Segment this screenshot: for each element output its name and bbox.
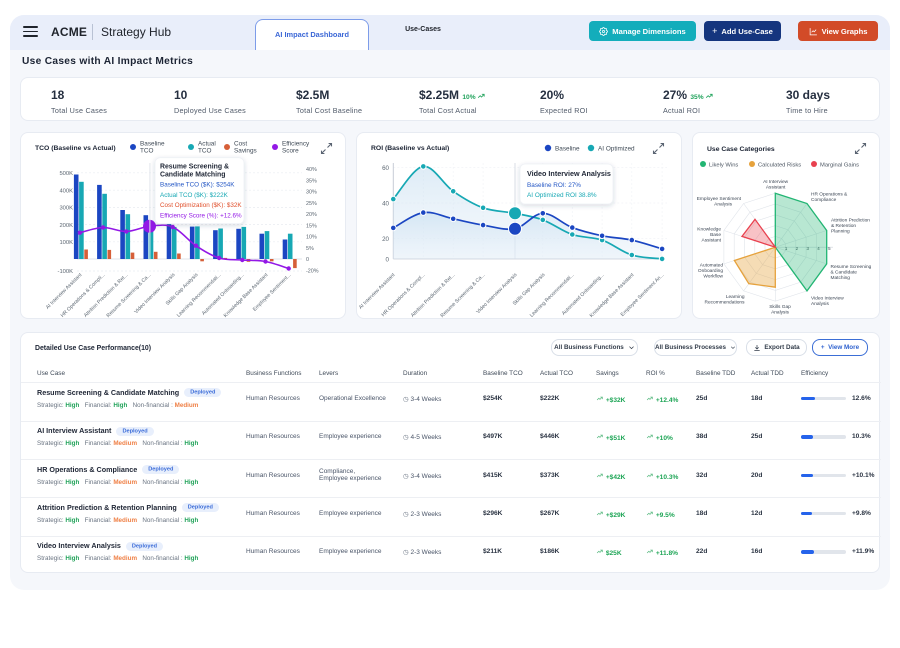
svg-text:Learning: Learning: [726, 294, 745, 300]
svg-text:Matching: Matching: [831, 275, 851, 281]
svg-text:Candidate Matching: Candidate Matching: [160, 172, 225, 179]
svg-text:25%: 25%: [306, 201, 317, 207]
svg-text:Baseline: Baseline: [140, 141, 165, 148]
svg-text:Attrition Prediction & Ret...: Attrition Prediction & Ret...: [83, 272, 129, 318]
svg-text:Resume Screening &: Resume Screening &: [160, 163, 229, 170]
svg-text:Efficiency Score (%): +12.6%: Efficiency Score (%): +12.6%: [160, 212, 242, 219]
svg-text:Employee Sentiment: Employee Sentiment: [697, 196, 742, 202]
svg-text:TCO: TCO: [140, 148, 154, 155]
svg-text:& Retention: & Retention: [831, 223, 856, 229]
svg-text:Automated: Automated: [700, 263, 724, 269]
svg-text:200K: 200K: [59, 223, 73, 229]
svg-text:Savings: Savings: [234, 148, 257, 155]
svg-text:15%: 15%: [306, 224, 317, 230]
svg-text:Calculated Risks: Calculated Risks: [758, 163, 801, 169]
svg-text:AI Optimized ROI 38.8%: AI Optimized ROI 38.8%: [527, 192, 597, 199]
svg-text:40%: 40%: [306, 167, 317, 173]
svg-text:AI Interview: AI Interview: [763, 179, 789, 185]
svg-text:30%: 30%: [306, 190, 317, 196]
svg-text:20: 20: [382, 236, 389, 243]
svg-text:Assistant: Assistant: [766, 185, 786, 191]
svg-text:Learning Recommendati...: Learning Recommendati...: [176, 272, 222, 318]
svg-text:Resume Screening: Resume Screening: [831, 264, 872, 270]
svg-text:5: 5: [828, 246, 831, 251]
svg-text:40: 40: [382, 201, 389, 208]
svg-text:TCO (Baseline vs Actual): TCO (Baseline vs Actual): [35, 145, 116, 152]
svg-text:2: 2: [796, 246, 799, 251]
svg-text:Video Interview: Video Interview: [811, 296, 844, 302]
svg-text:20%: 20%: [306, 212, 317, 218]
svg-text:Workflow: Workflow: [703, 274, 723, 280]
svg-text:Resume Screening & Ca...: Resume Screening & Ca...: [106, 272, 153, 318]
svg-text:Efficiency: Efficiency: [282, 141, 310, 148]
svg-text:Planning: Planning: [831, 229, 850, 235]
svg-text:Baseline: Baseline: [555, 146, 580, 153]
svg-text:Knowledge Base Assistant: Knowledge Base Assistant: [223, 272, 270, 318]
svg-text:Cost Optimization ($K): $32K: Cost Optimization ($K): $32K: [160, 202, 242, 209]
svg-text:Score: Score: [282, 148, 299, 155]
svg-text:Analysis: Analysis: [714, 202, 732, 208]
svg-text:Automated Onboarding...: Automated Onboarding...: [201, 272, 245, 316]
svg-text:Actual TCO ($K): $222K: Actual TCO ($K): $222K: [160, 192, 229, 199]
svg-text:Skills Gap: Skills Gap: [769, 304, 791, 310]
svg-text:Use Case Categories: Use Case Categories: [707, 146, 775, 153]
svg-text:Compliance: Compliance: [811, 197, 837, 203]
svg-text:Base: Base: [710, 232, 721, 238]
svg-text:Onboarding: Onboarding: [698, 268, 723, 274]
svg-text:35%: 35%: [306, 179, 317, 185]
svg-text:Actual: Actual: [198, 141, 216, 148]
svg-text:Analysis: Analysis: [771, 310, 789, 316]
svg-text:Baseline ROI: 27%: Baseline ROI: 27%: [527, 182, 581, 189]
svg-text:Analysis: Analysis: [811, 301, 829, 307]
svg-text:Cost: Cost: [234, 141, 247, 148]
svg-text:Recommendations: Recommendations: [705, 300, 746, 306]
svg-text:Likely Wins: Likely Wins: [709, 163, 738, 169]
svg-text:0: 0: [386, 256, 390, 263]
svg-text:60: 60: [382, 165, 389, 172]
svg-text:500K: 500K: [59, 171, 73, 177]
svg-text:Video Interview Analysis: Video Interview Analysis: [527, 169, 611, 178]
svg-text:-20%: -20%: [306, 269, 319, 275]
svg-text:HR Operations & Compli...: HR Operations & Compli...: [60, 272, 107, 318]
svg-text:Knowledge: Knowledge: [697, 227, 721, 233]
svg-text:5%: 5%: [306, 246, 314, 252]
svg-text:AI Optimized: AI Optimized: [598, 146, 635, 153]
svg-text:Assistant: Assistant: [702, 238, 722, 244]
svg-text:& Candidate: & Candidate: [831, 270, 858, 276]
svg-text:ROI (Baseline vs Actual): ROI (Baseline vs Actual): [371, 145, 449, 152]
svg-text:Baseline TCO ($K): $254K: Baseline TCO ($K): $254K: [160, 182, 235, 189]
svg-text:3: 3: [806, 246, 809, 251]
svg-text:HR Operations &: HR Operations &: [811, 192, 848, 198]
svg-text:TCO: TCO: [198, 148, 212, 155]
svg-text:300K: 300K: [59, 206, 73, 212]
svg-text:0: 0: [306, 257, 309, 263]
svg-text:Video Interview Analysis: Video Interview Analysis: [133, 272, 176, 315]
svg-text:400K: 400K: [59, 188, 73, 194]
svg-text:-100K: -100K: [58, 269, 74, 275]
svg-text:100K: 100K: [59, 240, 73, 246]
svg-text:10%: 10%: [306, 235, 317, 241]
svg-text:1: 1: [785, 246, 788, 251]
svg-text:Attrition Prediction: Attrition Prediction: [831, 218, 870, 224]
svg-text:4: 4: [817, 246, 820, 251]
svg-text:Marginal Gains: Marginal Gains: [820, 163, 859, 169]
